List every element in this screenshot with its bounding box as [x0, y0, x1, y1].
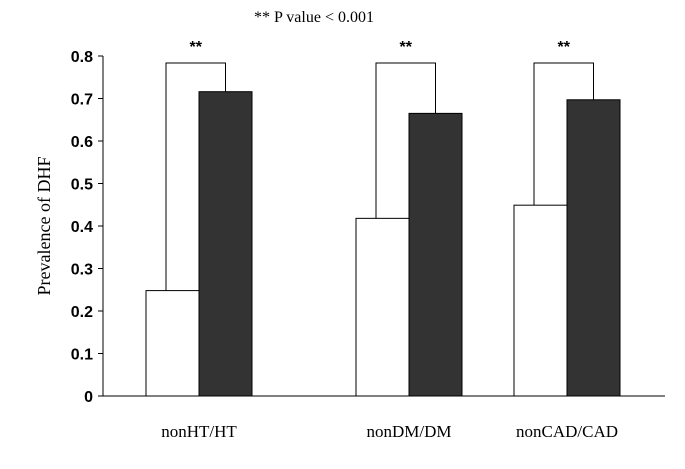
significance-bracket [533, 62, 594, 206]
y-tick-label: 0 [84, 389, 93, 406]
x-tick-label: nonCAD/CAD [516, 422, 618, 441]
significance-note: ** P value < 0.001 [254, 9, 374, 26]
bars-group [145, 91, 621, 397]
y-tick-label: 0.1 [71, 347, 93, 364]
y-tick-label: 0.8 [71, 49, 93, 66]
axes-group: 0 0.1 0.2 0.3 0.4 0.5 0.6 0.7 0.8 nonHT/HT nonDM/D… [71, 49, 665, 441]
bar-non-0 [145, 290, 200, 397]
significance-bracket [375, 62, 436, 219]
y-tick-label: 0.6 [71, 134, 93, 151]
bar-with-2 [566, 99, 621, 397]
bar-with-1 [408, 112, 463, 397]
significance-brackets: ** ** ** [165, 39, 594, 291]
bar-non-1 [355, 217, 410, 397]
y-tick-label: 0.2 [71, 304, 93, 321]
significance-stars: ** [400, 39, 413, 56]
y-tick-label: 0.4 [71, 219, 93, 236]
y-tick-label: 0.3 [71, 262, 93, 279]
significance-bracket [165, 62, 226, 291]
bar-with-0 [198, 91, 253, 397]
y-tick-label: 0.5 [71, 177, 93, 194]
y-tick-label: 0.7 [71, 92, 93, 109]
significance-stars: ** [190, 39, 203, 56]
y-axis-label: Prevalence of DHF [34, 157, 54, 296]
x-tick-label: nonHT/HT [161, 422, 237, 441]
bar-non-2 [513, 204, 568, 397]
x-tick-label: nonDM/DM [366, 422, 451, 441]
significance-stars: ** [558, 39, 571, 56]
